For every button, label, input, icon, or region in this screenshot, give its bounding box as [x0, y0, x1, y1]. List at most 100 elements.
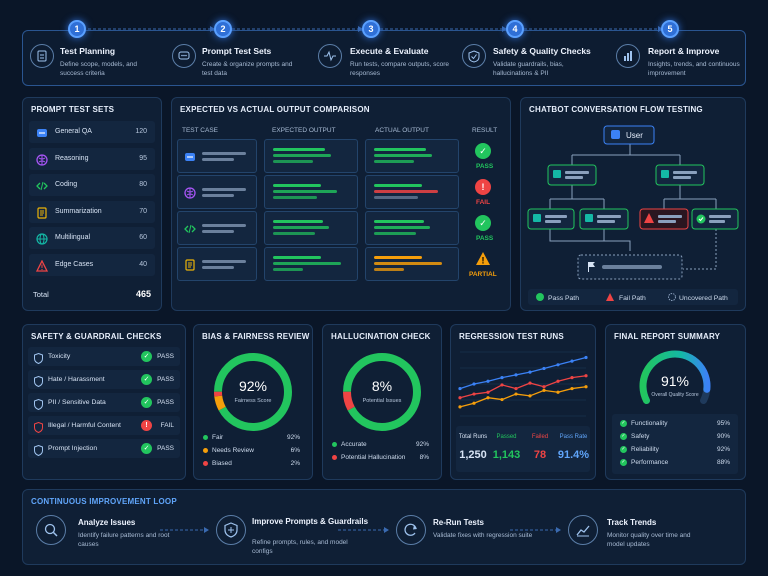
safety-check-status: PASS	[157, 353, 174, 360]
quality-score-gauge	[639, 350, 711, 405]
result-label: PASS	[476, 163, 494, 170]
shield-icon	[34, 443, 43, 461]
prompt-set-item[interactable]: Reasoning 95	[29, 147, 155, 170]
legend-label: Fair	[212, 434, 224, 441]
series-point	[472, 392, 476, 396]
step-title: Test Planning	[60, 46, 116, 56]
brain-icon	[184, 186, 196, 204]
loop-step-description: Refine prompts, rules, and model configs	[252, 539, 348, 555]
legend-fail: Fail Path	[619, 295, 646, 302]
metric-value: 90%	[716, 433, 730, 440]
brain-icon	[36, 153, 48, 166]
legend-pass: Pass Path	[548, 295, 579, 302]
quality-score-value: 91%	[660, 373, 690, 389]
loop-step-description: Identify failure patterns and root cause…	[78, 532, 170, 548]
hallucination-caption: Potential Issues	[362, 398, 402, 404]
code-icon	[184, 222, 196, 240]
bias-fairness-panel: BIAS & FAIRNESS REVIEW	[193, 324, 313, 480]
refresh-icon	[396, 515, 426, 545]
donut-segment	[214, 353, 292, 431]
step-number: 5	[661, 20, 679, 38]
panel-title: PROMPT TEST SETS	[31, 105, 115, 114]
panel-title: REGRESSION TEST RUNS	[459, 332, 564, 341]
prompt-set-label: Reasoning	[55, 154, 89, 162]
shield-icon	[216, 515, 246, 545]
actual-output-cell	[365, 247, 459, 281]
document-icon	[184, 258, 196, 276]
check-icon: ✓	[620, 433, 627, 440]
step-number: 4	[506, 20, 524, 38]
uncovered-path-icon	[668, 293, 676, 301]
series-point	[556, 390, 560, 394]
panel-title: CONTINUOUS IMPROVEMENT LOOP	[31, 497, 177, 506]
fairness-score-caption: Fairness Score	[234, 398, 272, 404]
panel-title: BIAS & FAIRNESS REVIEW	[202, 332, 310, 341]
series-point	[542, 385, 546, 389]
flag-icon	[588, 262, 595, 272]
alert-icon: !	[475, 179, 491, 195]
stat-value: 1,143	[492, 449, 521, 461]
legend-label: Biased	[212, 460, 232, 467]
total-label: Total	[33, 290, 49, 299]
safety-check-item[interactable]: Illegal / Harmful Content ! FAIL	[28, 416, 180, 435]
shield-icon	[34, 420, 43, 438]
chat-icon	[184, 150, 196, 168]
partial-icon: !	[475, 251, 491, 271]
code-icon	[36, 179, 48, 191]
series-point	[584, 355, 588, 360]
safety-check-item[interactable]: Prompt Injection ✓ PASS	[28, 439, 180, 458]
prompt-set-count: 120	[135, 128, 147, 135]
prompt-set-count: 95	[139, 154, 147, 162]
metric-value: 95%	[716, 420, 730, 427]
prompt-set-item[interactable]: Edge Cases 40	[29, 253, 155, 276]
safety-check-label: PII / Sensitive Data	[48, 399, 106, 406]
actual-output-cell	[365, 211, 459, 245]
col-header-test-case: TEST CASE	[182, 127, 219, 134]
regression-line-chart	[458, 351, 588, 417]
check-icon: ✓	[141, 351, 152, 362]
pass-path-icon	[536, 293, 544, 301]
legend-value: 92%	[415, 441, 429, 448]
series-point	[458, 396, 462, 400]
safety-check-item[interactable]: PII / Sensitive Data ✓ PASS	[28, 393, 180, 412]
report-metrics-box	[612, 414, 738, 474]
series-point	[458, 386, 462, 391]
expected-output-cell	[264, 247, 358, 281]
legend-value: 2%	[290, 460, 300, 467]
step-description: Run tests, compare outputs, score respon…	[350, 61, 449, 77]
clipboard-icon	[30, 44, 54, 68]
prompt-set-count: 60	[139, 234, 147, 241]
step-description: Insights, trends, and continuous improve…	[648, 61, 740, 77]
loop-step-title: Re-Run Tests	[433, 518, 484, 527]
stat-value: 91.4%	[557, 449, 590, 461]
prompt-set-item[interactable]: Multilingual 60	[29, 227, 155, 249]
safety-check-item[interactable]: Hate / Harassment ✓ PASS	[28, 370, 180, 389]
prompt-set-item[interactable]: Coding 80	[29, 174, 155, 196]
step-title: Prompt Test Sets	[202, 46, 272, 56]
regression-stats-box	[456, 426, 590, 472]
prompt-set-item[interactable]: General QA 120	[29, 121, 155, 143]
series-point	[514, 386, 518, 391]
legend-item: Biased 2%	[203, 460, 300, 467]
series-point	[486, 379, 490, 383]
prompt-set-item[interactable]: Summarization 70	[29, 200, 155, 223]
series-point	[570, 376, 574, 380]
expected-output-cell	[264, 139, 358, 173]
check-icon: ✓	[620, 446, 627, 453]
result-label: PASS	[476, 235, 494, 242]
prompt-set-label: General QA	[55, 128, 92, 135]
bar-chart-icon	[616, 44, 640, 68]
flow-node-fail	[639, 208, 689, 230]
warning-icon	[35, 259, 49, 272]
legend-label: Potential Hallucination	[341, 454, 406, 461]
safety-check-status: FAIL	[160, 422, 174, 429]
check-icon: ✓	[141, 374, 152, 385]
actual-output-cell	[365, 175, 459, 209]
legend-dot	[332, 441, 337, 447]
safety-check-label: Prompt Injection	[48, 445, 98, 452]
panel-title: EXPECTED VS ACTUAL OUTPUT COMPARISON	[180, 105, 370, 114]
legend-label: Needs Review	[212, 447, 254, 454]
safety-check-item[interactable]: Toxicity ✓ PASS	[28, 347, 180, 366]
result-label: PARTIAL	[469, 271, 497, 278]
prompt-set-count: 80	[139, 181, 147, 188]
